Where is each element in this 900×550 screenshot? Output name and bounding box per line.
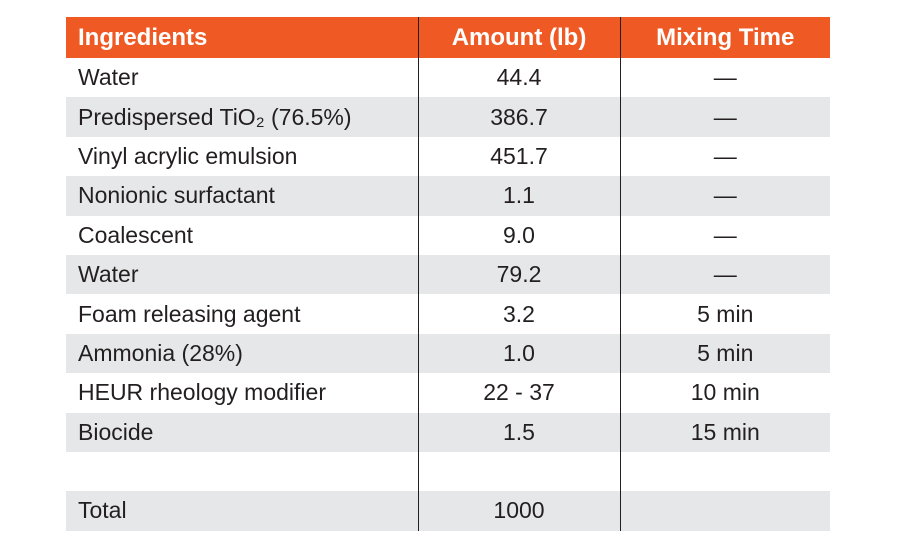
- table-cell: Biocide: [66, 412, 418, 452]
- table-cell: 44.4: [417, 58, 620, 98]
- total-cell: Total: [66, 491, 418, 531]
- table-cell: 3.2: [417, 294, 620, 334]
- table-row: Coalescent 9.0—: [66, 215, 830, 255]
- table-cell: —: [619, 254, 830, 295]
- table-cell: —: [619, 136, 830, 177]
- table-row: Total 1000: [66, 491, 830, 531]
- table-cell: Ammonia (28%): [66, 333, 418, 374]
- table-cell: 5 min: [619, 294, 830, 334]
- table-cell: —: [619, 97, 830, 137]
- table-row: Ammonia (28%) 1.0 5 min: [66, 333, 830, 374]
- table-row: Nonionic surfactant 1.1—: [66, 176, 830, 216]
- header-row: Ingredients Amount (lb) Mixing Time: [66, 17, 830, 58]
- empty-cell: [417, 451, 620, 492]
- table-cell: 386.7: [417, 97, 620, 137]
- table-row: Biocide 1.5 15 min: [66, 412, 830, 452]
- table-row: Foam releasing agent 3.2 5 min: [66, 294, 830, 334]
- table-row: Water 79.2—: [66, 254, 830, 295]
- table-cell: Nonionic surfactant: [66, 176, 418, 216]
- table-cell: 22 - 37: [417, 373, 620, 413]
- table-cell: —: [619, 215, 830, 255]
- table-cell: 79.2: [417, 254, 620, 295]
- table-cell: 1.5: [417, 412, 620, 452]
- column-header: Amount (lb): [417, 17, 620, 58]
- table-cell: Water: [78, 64, 139, 91]
- table-cell: Vinyl acrylic emulsion: [78, 142, 298, 169]
- column-header: Ingredients: [66, 17, 418, 58]
- ingredients-table: Ingredients Amount (lb) Mixing Time Water 4…: [66, 17, 830, 531]
- table-cell: 1.1: [417, 176, 620, 216]
- total-cell: 1000: [417, 491, 620, 531]
- table-cell: HEUR rheology modifier: [78, 379, 326, 406]
- table-row: Predispersed TiO₂ (76.5%) 386.7—: [66, 97, 830, 137]
- empty-cell: [66, 452, 418, 491]
- table-cell: Foam releasing agent: [78, 300, 301, 327]
- table-row: HEUR rheology modifier 22 - 37 10 min: [66, 373, 830, 413]
- table-cell: 10 min: [619, 373, 830, 413]
- table-cell: 15 min: [619, 412, 830, 452]
- table-body: Water 44.4— Predispersed TiO₂ (76.5%) 386.7…: [66, 58, 830, 531]
- table-cell: 1.0: [417, 333, 620, 374]
- table-cell: 451.7: [417, 136, 620, 177]
- table-row: Water 44.4—: [66, 58, 830, 98]
- table-cell: Coalescent: [78, 221, 194, 248]
- table-cell: 5 min: [619, 333, 830, 374]
- table-cell: 9.0: [417, 215, 620, 255]
- table-cell: Water: [66, 254, 418, 295]
- table-row: [66, 451, 830, 492]
- table-cell: Predispersed TiO₂ (76.5%): [66, 97, 418, 137]
- empty-cell: [619, 451, 830, 492]
- table-row: Vinyl acrylic emulsion 451.7—: [66, 136, 830, 177]
- empty-cell: [619, 491, 830, 531]
- column-header: Mixing Time: [619, 17, 830, 58]
- table-cell: —: [619, 58, 830, 98]
- table-cell: —: [619, 176, 830, 216]
